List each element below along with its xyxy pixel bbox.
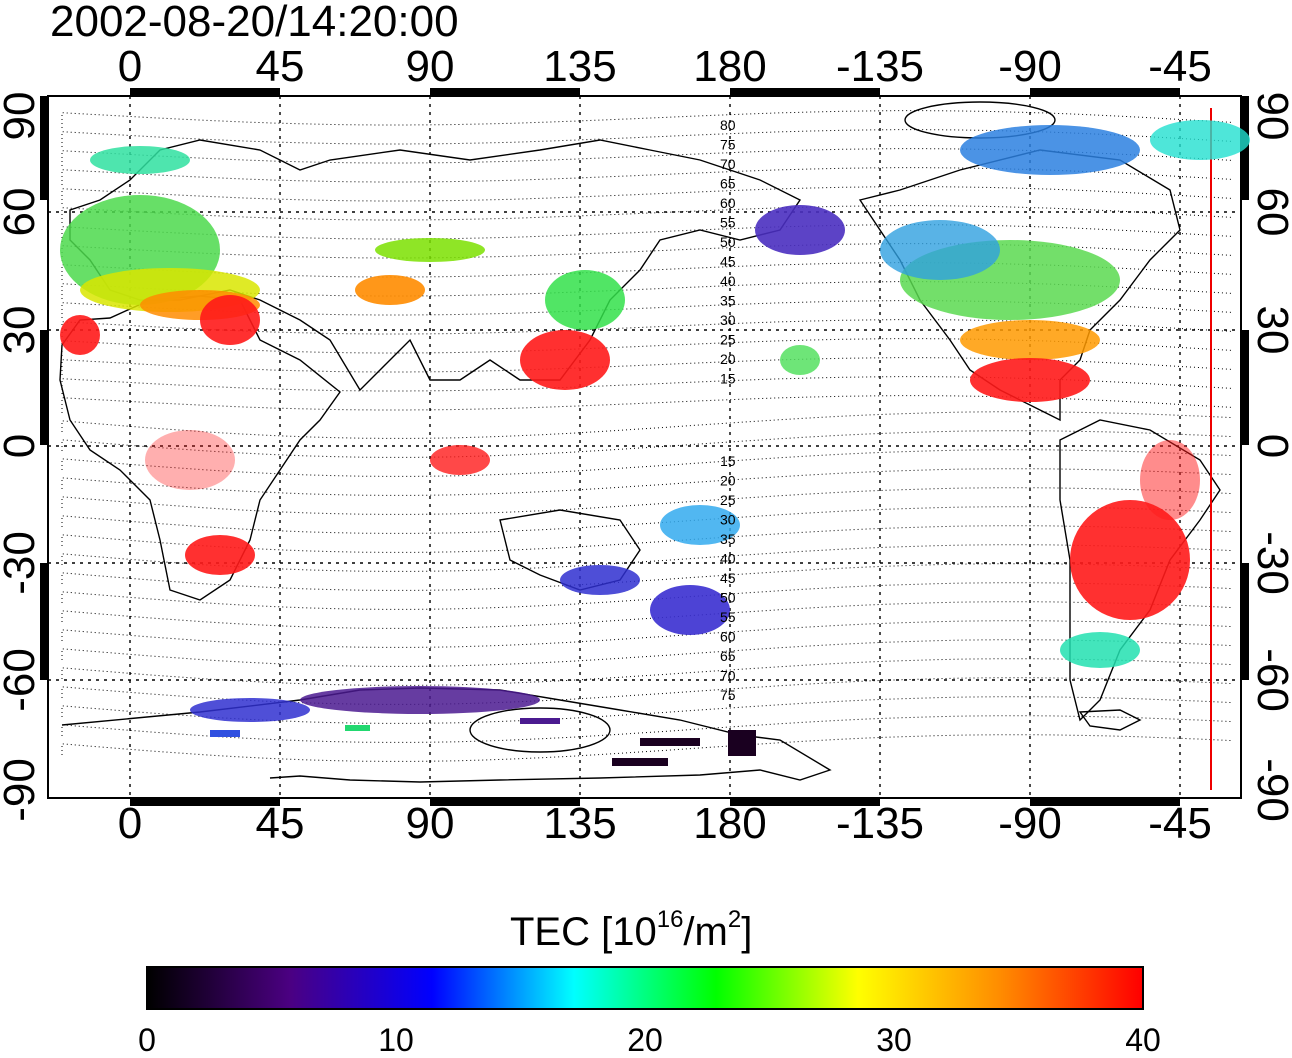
left-lat-tick: -30 bbox=[0, 531, 44, 595]
contour-label: 35 bbox=[720, 293, 736, 309]
right-lat-tick: 30 bbox=[1248, 305, 1292, 355]
contour-label: 25 bbox=[720, 492, 736, 508]
contour-label: 50 bbox=[720, 234, 736, 250]
top-lon-tick: 45 bbox=[255, 42, 305, 91]
contour-label: 65 bbox=[720, 176, 736, 192]
contour-label: 35 bbox=[720, 531, 736, 547]
contour-label: 50 bbox=[720, 590, 736, 606]
colorbar-tick-label: 0 bbox=[138, 1022, 156, 1058]
right-lat-tick: -30 bbox=[1248, 531, 1292, 595]
top-lon-tick: 90 bbox=[405, 42, 455, 91]
left-lat-tick: 30 bbox=[0, 305, 44, 355]
colorbar-tick-label: 30 bbox=[876, 1022, 912, 1058]
left-lat-tick: -60 bbox=[0, 648, 44, 712]
contour-label: 60 bbox=[720, 629, 736, 645]
right-lat-tick: -90 bbox=[1248, 758, 1292, 822]
bottom-lon-tick: 0 bbox=[117, 799, 143, 848]
contour-label: 70 bbox=[720, 668, 736, 684]
left-lat-tick: 90 bbox=[0, 91, 44, 141]
colorbar-tick-label: 40 bbox=[1125, 1022, 1161, 1058]
contour-label: 45 bbox=[720, 570, 736, 586]
contour-label: 20 bbox=[720, 351, 736, 367]
colorbar-title-exp: 16 bbox=[656, 906, 684, 933]
right-lat-tick: 60 bbox=[1248, 187, 1292, 237]
contour-label: 15 bbox=[720, 453, 736, 469]
map-title: 2002-08-20/14:20:00 bbox=[50, 0, 459, 46]
left-lat-tick: 0 bbox=[0, 434, 44, 458]
contour-label: 45 bbox=[720, 254, 736, 270]
colorbar-tick-label: 20 bbox=[627, 1022, 663, 1058]
colorbar-title-main: TEC [10 bbox=[510, 910, 657, 954]
colorbar-title-unit: /m bbox=[683, 910, 728, 954]
contour-label: 70 bbox=[720, 156, 736, 172]
contour-label: 75 bbox=[720, 137, 736, 153]
contour-label: 15 bbox=[720, 371, 736, 387]
top-lon-tick: -45 bbox=[1148, 42, 1212, 91]
tec-data bbox=[60, 120, 1250, 766]
left-lat-tick: -90 bbox=[0, 758, 44, 822]
contour-label: 60 bbox=[720, 195, 736, 211]
bottom-lon-tick: -135 bbox=[835, 799, 925, 848]
right-lat-tick: 0 bbox=[1248, 434, 1292, 458]
contour-label: 30 bbox=[720, 512, 736, 528]
contour-label: 40 bbox=[720, 273, 736, 289]
contour-label: 25 bbox=[720, 332, 736, 348]
bottom-lon-tick: 135 bbox=[543, 799, 617, 848]
contour-label: 65 bbox=[720, 648, 736, 664]
bottom-lon-tick: -90 bbox=[998, 799, 1062, 848]
top-lon-tick: -135 bbox=[835, 42, 925, 91]
contour-label: 75 bbox=[720, 687, 736, 703]
top-lon-tick: 135 bbox=[543, 42, 617, 91]
contour-label: 55 bbox=[720, 215, 736, 231]
right-lat-tick: 90 bbox=[1248, 91, 1292, 141]
contour-label: 55 bbox=[720, 609, 736, 625]
contour-label: 40 bbox=[720, 551, 736, 567]
colorbar-title-close: ] bbox=[741, 910, 753, 954]
colorbar-tick-label: 10 bbox=[378, 1022, 414, 1058]
top-lon-tick: 180 bbox=[693, 42, 767, 91]
right-lat-tick: -60 bbox=[1248, 648, 1292, 712]
bottom-lon-tick: 45 bbox=[255, 799, 305, 848]
colorbar-title: TEC [1016/m2] bbox=[510, 908, 752, 956]
colorbar-title-exp2: 2 bbox=[727, 906, 742, 933]
top-lon-tick: 0 bbox=[117, 42, 143, 91]
bottom-lon-tick: 180 bbox=[693, 799, 767, 848]
bottom-lon-tick: 90 bbox=[405, 799, 455, 848]
contour-labels: 80 75 70 65 60 55 50 45 40 35 30 25 20 15 15 20 25 30 35 40… bbox=[720, 117, 736, 703]
contour-label: 30 bbox=[720, 312, 736, 328]
colorbar bbox=[146, 966, 1144, 1010]
top-lon-tick: -90 bbox=[998, 42, 1062, 91]
bottom-lon-tick: -45 bbox=[1148, 799, 1212, 848]
contour-label: 80 bbox=[720, 117, 736, 133]
left-lat-tick: 60 bbox=[0, 187, 44, 237]
contour-label: 20 bbox=[720, 473, 736, 489]
